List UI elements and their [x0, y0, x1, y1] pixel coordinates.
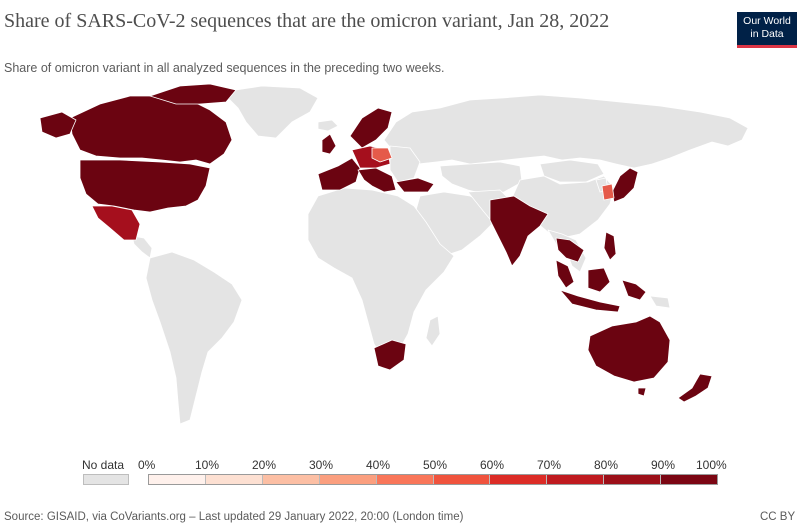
country-tasmania[interactable] [637, 387, 647, 397]
low-share-countries [371, 147, 615, 201]
legend-tick-label: 30% [309, 458, 334, 472]
legend-tick-label: 70% [537, 458, 562, 472]
legend-bin[interactable] [376, 475, 434, 484]
source-note: Source: GISAID, via CoVariants.org – Las… [4, 511, 464, 523]
world-map [39, 83, 749, 425]
country-south-africa[interactable] [373, 339, 407, 371]
country-mexico[interactable] [91, 205, 141, 241]
logo-line-1: Our World [743, 15, 791, 27]
legend-bin[interactable] [490, 475, 548, 484]
country-russia[interactable] [383, 94, 749, 169]
country-africa[interactable] [307, 187, 455, 357]
legend-tick-label: 20% [252, 458, 277, 472]
country-new-zealand[interactable] [677, 373, 713, 403]
legend-tick-label: 80% [594, 458, 619, 472]
chart-subtitle: Share of omicron variant in all analyzed… [4, 61, 445, 75]
country-greenland[interactable] [221, 85, 319, 139]
country-south-korea[interactable] [601, 183, 615, 201]
country-malaysia-indonesia[interactable] [555, 259, 575, 289]
logo-line-2: in Data [750, 28, 784, 40]
owid-logo[interactable]: Our World in Data [737, 12, 797, 48]
legend-bin[interactable] [604, 475, 662, 484]
legend-bin[interactable] [661, 475, 718, 484]
country-usa[interactable] [79, 159, 211, 213]
country-india[interactable] [489, 195, 549, 267]
legend-bin[interactable] [319, 475, 377, 484]
country-papua-new-guinea[interactable] [649, 295, 671, 309]
country-central-america[interactable] [131, 235, 153, 259]
legend-color-scale[interactable] [148, 474, 718, 485]
country-thailand-cambodia[interactable] [555, 237, 585, 263]
legend-no-data-swatch[interactable] [83, 474, 129, 485]
legend-bin[interactable] [433, 475, 491, 484]
country-australia[interactable] [587, 315, 671, 383]
country-canada-arctic[interactable] [149, 83, 237, 105]
country-japan[interactable] [611, 167, 639, 203]
country-philippines[interactable] [603, 231, 617, 261]
legend-tick-label: 40% [366, 458, 391, 472]
country-canada[interactable] [69, 95, 233, 165]
country-turkey[interactable] [395, 177, 435, 193]
legend-tick-label: 90% [651, 458, 676, 472]
legend-tick-label: 60% [480, 458, 505, 472]
country-poland[interactable] [371, 147, 393, 163]
country-south-america[interactable] [145, 251, 243, 425]
license-note[interactable]: CC BY [760, 511, 796, 523]
legend-bin[interactable] [262, 475, 320, 484]
country-uk-ireland[interactable] [321, 133, 337, 155]
logo-accent-bar [737, 45, 797, 48]
country-kazakhstan[interactable] [439, 161, 523, 195]
legend-bin[interactable] [149, 475, 206, 484]
legend-tick-label: 10% [195, 458, 220, 472]
chart-title: Share of SARS-CoV-2 sequences that are t… [4, 10, 610, 32]
country-madagascar[interactable] [425, 315, 441, 347]
country-eastern-europe[interactable] [389, 145, 421, 183]
mid-share-countries [91, 145, 391, 241]
country-alaska[interactable] [39, 111, 77, 139]
country-sulawesi-moluccas[interactable] [621, 279, 647, 301]
country-italy-balkans[interactable] [357, 167, 397, 193]
country-sumatra-java[interactable] [559, 289, 621, 313]
legend-no-data-label: No data [82, 458, 125, 472]
legend-tick-label: 50% [423, 458, 448, 472]
high-share-countries [39, 83, 713, 403]
country-iceland[interactable] [317, 119, 339, 132]
country-scandinavia[interactable] [349, 107, 393, 149]
legend-bin[interactable] [547, 475, 605, 484]
legend-tick-label: 0% [138, 458, 156, 472]
legend-bin[interactable] [205, 475, 263, 484]
country-iberia-france[interactable] [317, 157, 361, 191]
legend-tick-label: 100% [696, 458, 727, 472]
country-borneo[interactable] [587, 267, 611, 293]
